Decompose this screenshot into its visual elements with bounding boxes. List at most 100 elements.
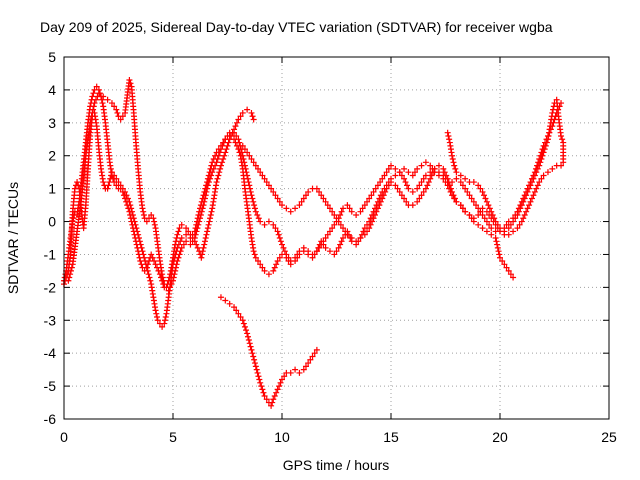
data-point xyxy=(517,205,524,212)
data-point xyxy=(481,215,488,222)
data-point xyxy=(124,195,131,202)
data-point xyxy=(248,192,255,199)
data-point xyxy=(496,251,503,258)
data-point xyxy=(220,139,227,146)
data-point xyxy=(373,208,380,215)
data-point xyxy=(279,241,285,248)
data-point xyxy=(142,261,149,268)
data-point xyxy=(357,235,364,241)
data-point xyxy=(250,116,257,123)
data-point xyxy=(497,254,503,261)
data-point xyxy=(225,139,232,146)
data-point xyxy=(270,188,277,195)
data-point xyxy=(489,211,496,218)
data-point xyxy=(337,221,344,228)
data-point xyxy=(401,165,408,172)
data-point xyxy=(92,96,99,103)
data-point xyxy=(367,221,374,228)
data-point xyxy=(520,215,527,222)
data-point xyxy=(205,221,212,228)
series-2 xyxy=(61,109,517,330)
data-point xyxy=(104,96,111,103)
data-point xyxy=(514,211,521,218)
data-point xyxy=(224,142,231,149)
y-tick-labels: -6 -5 -4 -3 -2 -1 0 1 2 3 4 5 xyxy=(44,49,57,427)
data-point xyxy=(530,192,537,199)
data-point xyxy=(261,267,268,274)
data-point xyxy=(217,165,224,172)
data-point xyxy=(309,254,316,261)
data-point xyxy=(274,258,281,265)
data-point xyxy=(228,132,235,139)
data-point xyxy=(361,231,368,238)
data-point xyxy=(133,225,140,232)
data-point xyxy=(482,195,489,202)
data-point xyxy=(283,254,290,261)
series-4 xyxy=(217,294,320,409)
data-point xyxy=(89,93,96,100)
data-point xyxy=(148,211,155,218)
data-point xyxy=(174,231,181,238)
data-point xyxy=(65,277,72,284)
data-point xyxy=(244,106,251,113)
grid-lines xyxy=(64,57,609,419)
data-point xyxy=(335,218,342,225)
data-point xyxy=(475,221,482,228)
data-point xyxy=(255,258,262,265)
data-point xyxy=(222,297,229,304)
data-point xyxy=(300,366,307,373)
data-point xyxy=(485,202,492,209)
data-point xyxy=(207,211,214,218)
data-point xyxy=(87,116,94,123)
data-point xyxy=(222,149,229,156)
data-point xyxy=(507,221,514,228)
data-point xyxy=(251,202,258,209)
data-point xyxy=(530,175,537,182)
data-point xyxy=(409,172,416,179)
data-point xyxy=(381,172,388,179)
data-point xyxy=(126,77,133,84)
data-point xyxy=(396,169,403,176)
data-point xyxy=(249,113,256,120)
data-point xyxy=(189,235,196,241)
data-point xyxy=(320,195,327,202)
data-point xyxy=(533,185,540,192)
data-point xyxy=(251,251,258,258)
data-point xyxy=(200,192,207,199)
data-point xyxy=(187,241,194,248)
data-point xyxy=(271,392,278,399)
data-point xyxy=(93,83,100,90)
data-point xyxy=(139,248,146,255)
data-point xyxy=(233,142,240,149)
data-point xyxy=(111,172,118,179)
data-point xyxy=(261,175,268,182)
data-point xyxy=(127,80,134,87)
data-point xyxy=(466,211,473,218)
data-point xyxy=(172,238,179,245)
data-point xyxy=(199,195,206,202)
data-point xyxy=(302,192,309,199)
data-point xyxy=(300,248,307,255)
y-axis-label: SDTVAR / TECUs xyxy=(5,182,21,294)
data-point xyxy=(232,139,239,146)
data-point xyxy=(486,221,493,228)
data-point xyxy=(505,225,512,232)
data-point xyxy=(185,228,192,235)
data-point xyxy=(135,231,142,238)
data-point xyxy=(276,254,283,261)
data-point xyxy=(151,258,158,265)
data-point xyxy=(233,132,240,139)
data-point xyxy=(159,274,166,281)
data-point xyxy=(379,195,386,202)
data-point xyxy=(331,221,338,228)
x-tick-label: 25 xyxy=(601,429,617,445)
data-point xyxy=(250,159,257,166)
data-point xyxy=(450,159,457,166)
data-point xyxy=(213,179,220,186)
data-point xyxy=(210,156,217,163)
data-point xyxy=(209,159,216,166)
data-point xyxy=(201,241,208,248)
data-point xyxy=(392,172,399,179)
data-point xyxy=(521,195,528,202)
